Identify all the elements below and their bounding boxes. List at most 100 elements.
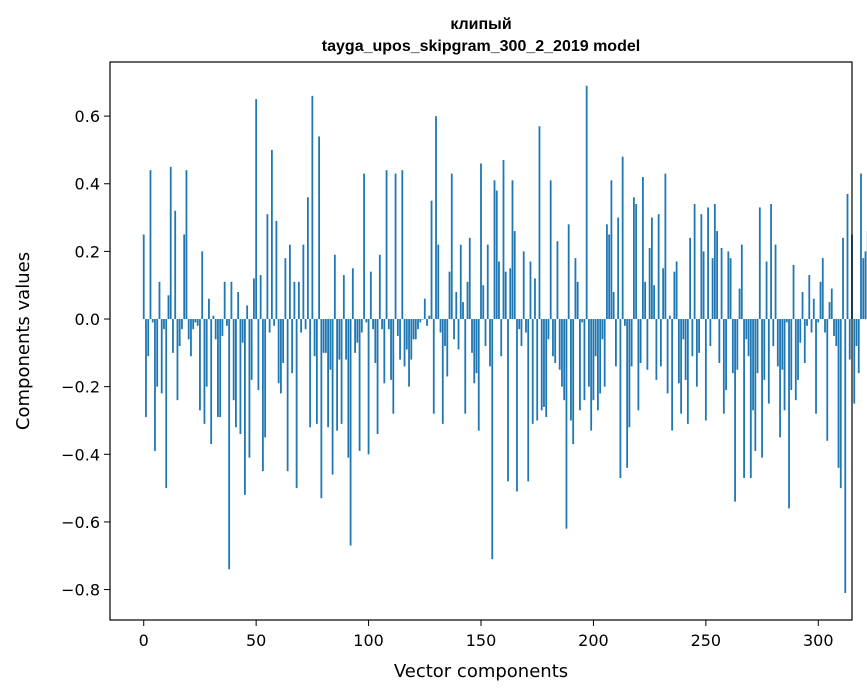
bar bbox=[293, 282, 295, 319]
bar bbox=[637, 319, 639, 410]
bars bbox=[143, 86, 867, 593]
bar bbox=[280, 319, 282, 393]
bar bbox=[168, 295, 170, 319]
bar bbox=[752, 319, 754, 410]
bar bbox=[410, 319, 412, 360]
bar bbox=[754, 319, 756, 451]
bar bbox=[757, 319, 759, 373]
y-tick-label: −0.8 bbox=[61, 581, 100, 600]
bar bbox=[192, 319, 194, 329]
bar bbox=[467, 282, 469, 319]
bar bbox=[282, 319, 284, 363]
bar bbox=[617, 218, 619, 319]
bar bbox=[150, 170, 152, 319]
bar bbox=[437, 245, 439, 319]
bar bbox=[298, 282, 300, 319]
bar bbox=[455, 292, 457, 319]
bar bbox=[197, 319, 199, 326]
bar bbox=[541, 319, 543, 410]
bar bbox=[856, 319, 858, 346]
bar bbox=[217, 319, 219, 417]
bar bbox=[327, 319, 329, 427]
bar bbox=[246, 305, 248, 319]
bar bbox=[631, 319, 633, 366]
bar bbox=[570, 319, 572, 420]
bar bbox=[482, 285, 484, 319]
bar bbox=[422, 319, 424, 320]
bar bbox=[763, 319, 765, 380]
bar bbox=[725, 319, 727, 390]
bar bbox=[642, 177, 644, 319]
bar bbox=[844, 319, 846, 593]
bar bbox=[258, 319, 260, 390]
bar bbox=[532, 319, 534, 424]
bar bbox=[201, 251, 203, 319]
bar bbox=[509, 268, 511, 319]
bar bbox=[435, 116, 437, 319]
bar bbox=[264, 319, 266, 437]
bar bbox=[433, 319, 435, 414]
bar bbox=[534, 278, 536, 319]
bar bbox=[507, 319, 509, 481]
bar bbox=[449, 272, 451, 319]
bar bbox=[345, 319, 347, 360]
bar bbox=[428, 316, 430, 319]
bar bbox=[152, 319, 154, 322]
bar bbox=[673, 272, 675, 319]
bar bbox=[147, 319, 149, 356]
bar bbox=[694, 204, 696, 319]
bar bbox=[359, 319, 361, 451]
bar bbox=[253, 278, 255, 319]
bar bbox=[734, 319, 736, 502]
bar bbox=[593, 319, 595, 400]
bar bbox=[777, 319, 779, 366]
bar bbox=[401, 170, 403, 319]
bar bbox=[795, 319, 797, 400]
bar bbox=[822, 258, 824, 319]
bar bbox=[446, 319, 448, 376]
bar bbox=[829, 302, 831, 319]
bar bbox=[159, 282, 161, 319]
bar bbox=[847, 194, 849, 319]
bar bbox=[431, 201, 433, 319]
bar bbox=[586, 86, 588, 319]
bar bbox=[188, 319, 190, 339]
bar bbox=[525, 319, 527, 333]
bar bbox=[793, 265, 795, 319]
bar bbox=[325, 319, 327, 353]
bar bbox=[242, 319, 244, 343]
bar bbox=[365, 319, 367, 322]
bar bbox=[613, 292, 615, 319]
bar bbox=[561, 319, 563, 387]
bar bbox=[332, 319, 334, 475]
bar bbox=[453, 319, 455, 339]
bar bbox=[840, 319, 842, 488]
bar bbox=[727, 251, 729, 319]
bar bbox=[804, 319, 806, 363]
bar bbox=[186, 170, 188, 319]
bar bbox=[557, 241, 559, 319]
x-tick-label: 0 bbox=[139, 631, 149, 650]
bar bbox=[806, 319, 808, 326]
bar bbox=[195, 319, 197, 322]
bar bbox=[269, 319, 271, 333]
bar bbox=[235, 319, 237, 427]
bar bbox=[552, 319, 554, 356]
bar bbox=[278, 319, 280, 383]
bar bbox=[772, 319, 774, 346]
bar bbox=[372, 319, 374, 329]
bar bbox=[739, 289, 741, 319]
bar bbox=[667, 319, 669, 393]
bar bbox=[687, 319, 689, 424]
chart-title-line-2: tayga_upos_skipgram_300_2_2019 model bbox=[322, 38, 640, 55]
bar bbox=[838, 319, 840, 468]
bar bbox=[660, 319, 662, 366]
bar bbox=[354, 319, 356, 353]
bar bbox=[716, 231, 718, 319]
bar bbox=[858, 319, 860, 373]
bar bbox=[820, 282, 822, 319]
bar bbox=[442, 319, 444, 424]
